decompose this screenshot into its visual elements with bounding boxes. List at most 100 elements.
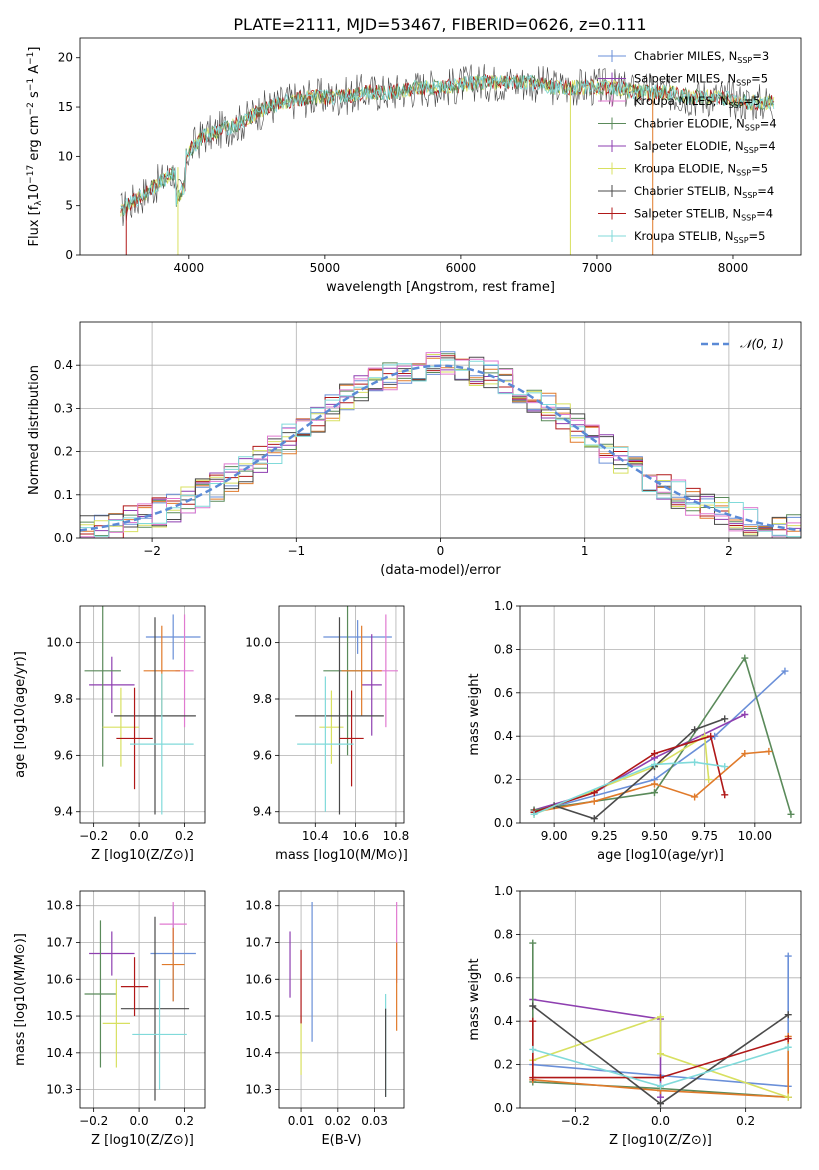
y-tick-label: 0.8 [494, 642, 513, 656]
y-tick-label: 0.0 [494, 1101, 513, 1115]
x-tick-label: −0.2 [79, 1114, 108, 1128]
series-marker [529, 1045, 537, 1053]
y-tick-label: 9.8 [253, 692, 272, 706]
series-marker [590, 789, 598, 797]
x-tick-label: 1 [581, 544, 589, 558]
y-tick-label: 15 [58, 100, 73, 114]
x-tick-label: 0.02 [324, 1114, 351, 1128]
age-weight-panel: 9.00 9.25 9.50 9.75 10.00 0.0 0.2 0.4 0.6 0.8 1.0 a… [467, 599, 802, 863]
y-tick-label: 10.4 [46, 1046, 73, 1060]
x-tick-label: 6000 [446, 261, 477, 275]
gaussian-curve [80, 364, 801, 532]
legend-label: Chabrier MILES, NSSP=3 [634, 49, 769, 65]
x-tick-label: −2 [143, 544, 161, 558]
mass-age-points [295, 606, 398, 815]
y-tick-label: 10.5 [46, 1009, 73, 1023]
y-axis-label: Flux [fλ10−17 erg cm−2 s−1 A−1] [26, 47, 44, 247]
y-tick-label: 9.8 [54, 692, 73, 706]
figure-title: PLATE=2111, MJD=53467, FIBERID=0626, z=0… [233, 15, 646, 34]
series-marker [787, 810, 795, 818]
legend-label: Salpeter STELIB, NSSP=4 [634, 207, 773, 223]
series-marker [657, 1100, 664, 1108]
x-tick-label: 0.0 [651, 1114, 670, 1128]
y-tick-label: 10.7 [46, 935, 73, 949]
y-tick-label: 0.4 [54, 358, 73, 372]
x-tick-label: 9.25 [591, 829, 618, 843]
y-tick-label: 10.4 [245, 1046, 272, 1060]
y-axis-label: mass [log10(M/M⊙)] [13, 933, 28, 1066]
series-marker [530, 810, 538, 818]
legend-label: Salpeter ELODIE, NSSP=4 [634, 139, 776, 155]
y-tick-label: 10.6 [245, 972, 272, 986]
series-marker [721, 763, 729, 771]
x-tick-label: 4000 [174, 261, 205, 275]
series-marker [741, 654, 749, 662]
y-tick-label: 10.8 [46, 899, 73, 913]
series-marker [657, 1093, 664, 1101]
z-weight-panel: −0.2 0.0 0.2 0.0 0.2 0.4 0.6 0.8 1.0 Z [log10(Z/Z… [467, 884, 802, 1148]
y-tick-label: 0.2 [494, 773, 513, 787]
z-age-frame [79, 605, 206, 824]
x-tick-label: 0.2 [736, 1114, 755, 1128]
series-marker [529, 1074, 537, 1082]
z-age-points [84, 606, 201, 815]
x-tick-label: 0.0 [130, 829, 149, 843]
y-tick-label: 10.8 [245, 899, 272, 913]
x-tick-label: 9.00 [541, 829, 568, 843]
spectrum-line-kroupa_stelib [120, 74, 775, 216]
legend-label: Salpeter MILES, NSSP=5 [634, 72, 768, 88]
series-marker [741, 750, 749, 758]
series-line-kroupa_stelib [533, 761, 725, 816]
series-marker [691, 793, 699, 801]
x-tick-label: 5000 [310, 261, 341, 275]
x-axis-label: (data-model)/error [380, 563, 501, 578]
x-axis-label: Z [log10(Z/Z⊙)] [91, 848, 194, 863]
series-marker [657, 1050, 664, 1058]
y-tick-label: 9.4 [54, 805, 73, 819]
series-marker [784, 1093, 792, 1101]
series-marker [705, 776, 713, 784]
series-marker [784, 1043, 792, 1051]
series-marker [784, 952, 792, 960]
x-tick-label: 2 [725, 544, 733, 558]
x-tick-label: 10.6 [342, 829, 369, 843]
y-tick-label: 0.4 [494, 1014, 513, 1028]
series-marker [781, 667, 789, 675]
x-tick-label: 0 [437, 544, 445, 558]
z-mass-points [84, 902, 196, 1101]
y-tick-label: 1.0 [494, 884, 513, 898]
ebv-mass-frame [278, 890, 405, 1109]
x-tick-label: −0.2 [561, 1114, 590, 1128]
legend-label: 𝒩(0, 1) [740, 337, 784, 351]
z-mass-panel: −0.2 0.0 0.2 10.3 10.4 10.5 10.6 10.7 10.8 Z [log… [13, 890, 206, 1148]
x-tick-label: 0.01 [288, 1114, 315, 1128]
y-axis-label: age [log10(age/yr)] [13, 651, 28, 778]
x-tick-label: 0.0 [130, 1114, 149, 1128]
x-axis-label: wavelength [Angstrom, rest frame] [326, 280, 555, 295]
y-axis-label: Normed distribution [27, 365, 42, 495]
series-line-kroupa_elodie [532, 1015, 789, 1098]
series-marker [784, 1035, 792, 1043]
legend-label: Kroupa STELIB, NSSP=5 [634, 229, 765, 245]
series-marker [650, 780, 658, 788]
y-tick-label: 9.6 [54, 748, 73, 762]
y-tick-label: 0 [65, 248, 73, 262]
x-tick-label: −0.2 [79, 829, 108, 843]
y-tick-label: 0.6 [494, 971, 513, 985]
x-tick-label: −1 [287, 544, 305, 558]
ebv-mass-panel: 0.01 0.02 0.03 10.3 10.4 10.5 10.6 10.7 10.8 E(B-… [245, 890, 405, 1148]
x-axis-label: E(B-V) [321, 1133, 361, 1148]
ebv-mass-points [289, 902, 398, 1097]
z-weight-frame [519, 890, 802, 1109]
series-marker [691, 758, 699, 766]
y-tick-label: 0.3 [54, 401, 73, 415]
series-marker [765, 747, 773, 755]
series-marker [529, 1017, 537, 1025]
y-tick-label: 10.0 [46, 636, 73, 650]
residuals-frame [79, 321, 802, 539]
y-axis-label: mass weight [467, 958, 482, 1040]
legend-label: Chabrier STELIB, NSSP=4 [634, 184, 774, 200]
spectrum-frame [79, 37, 802, 256]
